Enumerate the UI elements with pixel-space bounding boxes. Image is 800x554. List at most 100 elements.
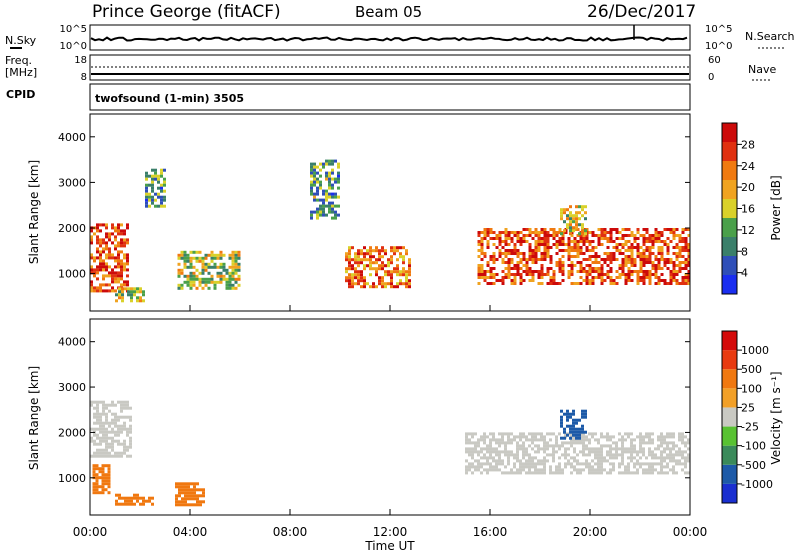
scatter-cell — [102, 448, 105, 452]
scatter-cell — [105, 226, 108, 230]
scatter-cell — [93, 442, 96, 446]
scatter-cell — [96, 403, 99, 407]
scatter-cell — [111, 442, 114, 446]
scatter-cell — [328, 201, 331, 205]
scatter-cell — [195, 274, 199, 278]
scatter-cell — [501, 258, 505, 261]
scatter-cell — [576, 249, 580, 252]
scatter-cell — [507, 234, 511, 237]
scatter-cell — [480, 465, 483, 469]
scatter-cell — [313, 195, 316, 199]
colorbar-tick-label: 12 — [741, 224, 755, 237]
scatter-cell — [627, 249, 631, 252]
scatter-cell — [501, 282, 505, 285]
scatter-cell — [151, 502, 154, 506]
scatter-cell — [567, 246, 571, 249]
scatter-cell — [603, 252, 607, 255]
scatter-cell — [555, 246, 559, 249]
scatter-cell — [675, 450, 678, 454]
scatter-cell — [325, 213, 328, 217]
scatter-cell — [225, 286, 229, 290]
scatter-cell — [642, 261, 646, 264]
scatter-cell — [111, 439, 114, 443]
scatter-cell — [660, 240, 664, 243]
scatter-cell — [576, 459, 579, 463]
scatter-cell — [507, 231, 511, 234]
scatter-cell — [396, 282, 399, 286]
scatter-cell — [489, 462, 492, 466]
scatter-cell — [190, 488, 193, 492]
scatter-cell — [348, 279, 351, 283]
scatter-cell — [120, 451, 123, 455]
scatter-cell — [193, 497, 196, 501]
scatter-cell — [663, 228, 667, 231]
scatter-cell — [606, 231, 610, 234]
scatter-cell — [369, 273, 372, 277]
scatter-cell — [569, 220, 572, 224]
scatter-cell — [114, 289, 117, 293]
scatter-cell — [654, 255, 658, 258]
scatter-cell — [678, 435, 681, 439]
scatter-cell — [325, 195, 328, 199]
scatter-cell — [588, 465, 591, 469]
scatter-cell — [615, 447, 618, 451]
scatter-cell — [495, 273, 499, 276]
scatter-cell — [573, 441, 576, 445]
scatter-cell — [207, 277, 211, 281]
scatter-cell — [564, 456, 567, 460]
scatter-cell — [543, 252, 547, 255]
scatter-cell — [316, 192, 319, 196]
scatter-cell — [99, 424, 102, 428]
colorbar-tick-label: 24 — [741, 160, 755, 173]
scatter-cell — [96, 418, 99, 422]
scatter-cell — [402, 273, 405, 277]
scatter-cell — [555, 471, 558, 475]
scatter-cell — [310, 180, 313, 184]
scatter-cell — [96, 286, 99, 290]
scatter-cell — [576, 453, 579, 457]
scatter-cell — [145, 177, 148, 181]
scatter-cell — [513, 264, 517, 267]
scatter-cell — [360, 279, 363, 283]
scatter-cell — [114, 451, 117, 455]
scatter-cell — [534, 444, 537, 448]
scatter-cell — [681, 255, 685, 258]
scatter-cell — [507, 459, 510, 463]
scatter-cell — [111, 223, 114, 227]
scatter-cell — [537, 468, 540, 472]
scatter-cell — [175, 500, 178, 504]
scatter-cell — [546, 444, 549, 448]
scatter-cell — [501, 450, 504, 454]
scatter-cell — [477, 282, 481, 285]
scatter-cell — [552, 450, 555, 454]
scatter-cell — [561, 249, 565, 252]
scatter-cell — [483, 273, 487, 276]
scatter-cell — [390, 255, 393, 259]
scatter-cell — [123, 283, 126, 287]
scatter-cell — [648, 282, 652, 285]
scatter-cell — [181, 491, 184, 495]
scatter-cell — [687, 276, 691, 279]
scatter-cell — [600, 258, 604, 261]
scatter-cell — [498, 234, 502, 237]
scatter-cell — [681, 468, 684, 472]
scatter-cell — [118, 496, 121, 500]
scatter-cell — [618, 273, 622, 276]
scatter-cell — [121, 293, 124, 297]
scatter-cell — [507, 261, 511, 264]
scatter-cell — [675, 471, 678, 475]
scatter-cell — [630, 453, 633, 457]
scatter-cell — [531, 279, 535, 282]
scatter-cell — [375, 273, 378, 277]
scatter-cell — [579, 270, 583, 273]
scatter-cell — [636, 252, 640, 255]
scatter-cell — [582, 270, 586, 273]
scatter-cell — [145, 189, 148, 193]
colorbar-swatch — [722, 350, 737, 370]
scatter-cell — [597, 465, 600, 469]
scatter-cell — [216, 256, 220, 260]
scatter-cell — [560, 208, 563, 212]
scatter-cell — [651, 273, 655, 276]
scatter-cell — [558, 237, 562, 240]
scatter-cell — [480, 462, 483, 466]
